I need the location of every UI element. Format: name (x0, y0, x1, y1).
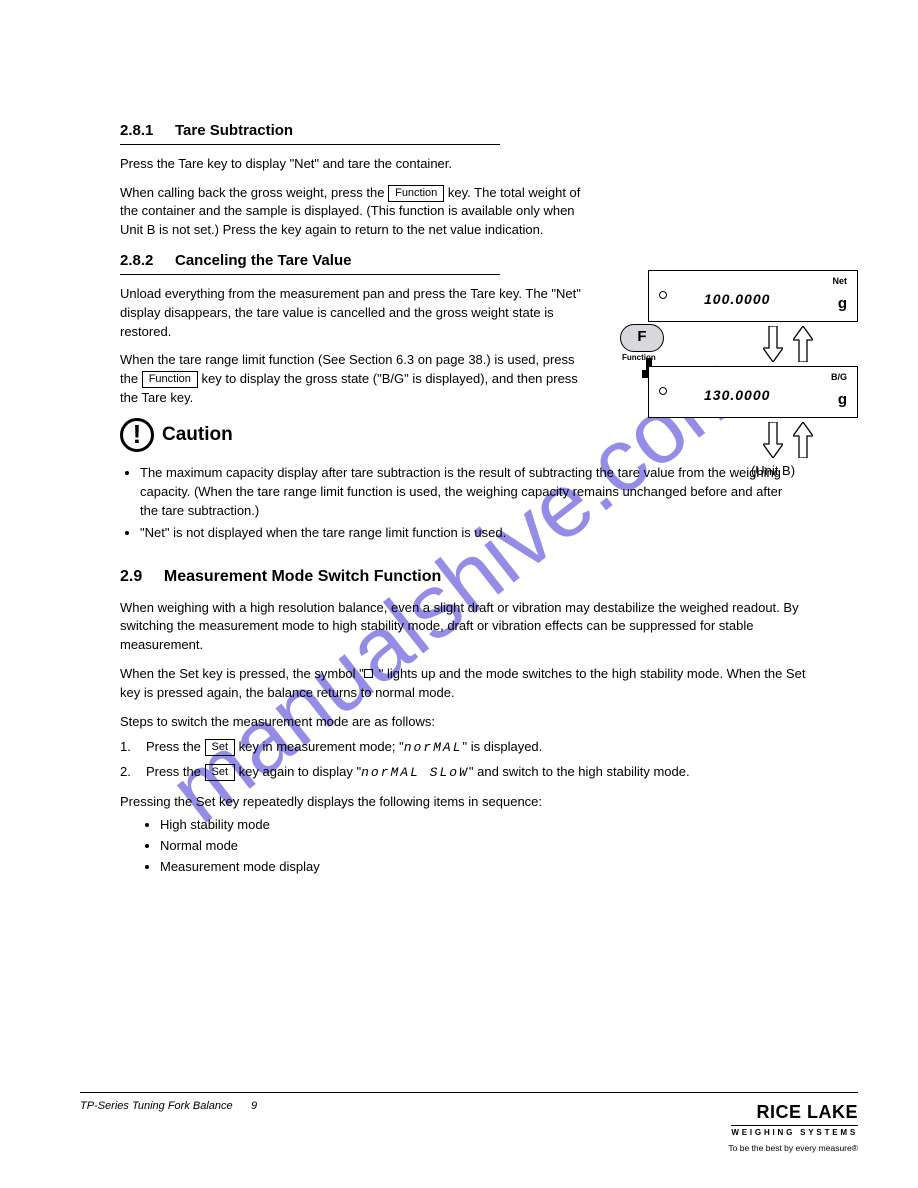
text: Press the (146, 739, 205, 754)
sec-num: 2.9 (120, 568, 142, 585)
brand-logo: RICE LAKE WEIGHING SYSTEMS To be the bes… (728, 1099, 858, 1154)
mode-list: High stability mode Normal mode Measurem… (160, 816, 820, 877)
section-2-9: 2.9 Measurement Mode Switch Function (120, 565, 838, 588)
display-unit: g (838, 389, 847, 411)
display-value: 130.0000 (704, 385, 770, 405)
text: key again to display " (235, 764, 361, 779)
page-number: 9 (251, 1100, 257, 1112)
text: When the Set key is pressed, the symbol … (120, 666, 364, 681)
led-icon (659, 387, 667, 395)
para: When weighing with a high resolution bal… (120, 599, 820, 656)
arrow-down-icon (763, 326, 783, 362)
text: " is displayed. (463, 739, 543, 754)
function-key-icon: F (620, 324, 664, 352)
para: Steps to switch the measurement mode are… (120, 713, 820, 732)
arrows (718, 422, 858, 458)
arrows (718, 326, 858, 362)
keycap-function: Function (388, 185, 444, 202)
para: Pressing the Set key repeatedly displays… (120, 793, 820, 812)
display-unit: g (838, 293, 847, 315)
display-diagram: Net 100.0000 g F Function B/G 130.0000 g… (628, 270, 858, 481)
step-num: 2. (120, 763, 138, 783)
section-2-8-1: 2.8.1 Tare Subtraction Press the Tare ke… (120, 120, 838, 240)
keycap-function: Function (142, 371, 198, 388)
sec-title: Canceling the Tare Value (175, 252, 351, 269)
step-text: Press the Set key in measurement mode; "… (146, 738, 542, 758)
seg-display: norMAL (404, 740, 463, 755)
section-rule (120, 274, 500, 275)
text: Press the (146, 764, 205, 779)
keycap-set: Set (205, 764, 236, 781)
section-rule (120, 144, 500, 145)
list-item: Measurement mode display (160, 858, 820, 877)
para: When calling back the gross weight, pres… (120, 184, 590, 241)
footer-title: TP-Series Tuning Fork Balance (80, 1100, 233, 1112)
step-1: 1. Press the Set key in measurement mode… (120, 738, 820, 758)
unit-b-label: (Unit B) (688, 462, 858, 481)
logo-sub: WEIGHING SYSTEMS (731, 1125, 858, 1139)
caution-label: Caution (162, 421, 233, 449)
text: " and switch to the high stability mode. (469, 764, 690, 779)
caution-icon: ! (120, 418, 154, 452)
para: Unload everything from the measurement p… (120, 285, 590, 342)
display-tag: B/G (831, 371, 847, 384)
sec-num: 2.8.2 (120, 252, 153, 269)
sec-title: Tare Subtraction (175, 122, 293, 139)
display-bg: B/G 130.0000 g (648, 366, 858, 418)
arrow-up-icon (793, 326, 813, 362)
logo-main: RICE LAKE (728, 1099, 858, 1125)
page-footer: TP-Series Tuning Fork Balance 9 RICE LAK… (80, 1092, 858, 1154)
para: Press the Tare key to display "Net" and … (120, 155, 590, 174)
display-net: Net 100.0000 g (648, 270, 858, 322)
logo-tagline: To be the best by every measure® (728, 1142, 858, 1154)
step-text: Press the Set key again to display "norM… (146, 763, 690, 783)
keycap-set: Set (205, 739, 236, 756)
body: When weighing with a high resolution bal… (120, 599, 820, 877)
step-2: 2. Press the Set key again to display "n… (120, 763, 820, 783)
arrow-down-icon (763, 422, 783, 458)
text: When calling back the gross weight, pres… (120, 185, 388, 200)
list-item: Normal mode (160, 837, 820, 856)
display-value: 100.0000 (704, 289, 770, 309)
caution-item: "Net" is not displayed when the tare ran… (140, 524, 790, 543)
seg-display: norMAL SLoW (361, 765, 469, 780)
arrow-up-icon (793, 422, 813, 458)
para: When the Set key is pressed, the symbol … (120, 665, 820, 703)
para: When the tare range limit function (See … (120, 351, 590, 408)
square-symbol-icon (364, 669, 373, 678)
display-tag: Net (832, 275, 847, 288)
text: key in measurement mode; " (235, 739, 404, 754)
sec-title: Measurement Mode Switch Function (164, 568, 441, 585)
step-num: 1. (120, 738, 138, 758)
sec-num: 2.8.1 (120, 122, 153, 139)
led-icon (659, 291, 667, 299)
list-item: High stability mode (160, 816, 820, 835)
